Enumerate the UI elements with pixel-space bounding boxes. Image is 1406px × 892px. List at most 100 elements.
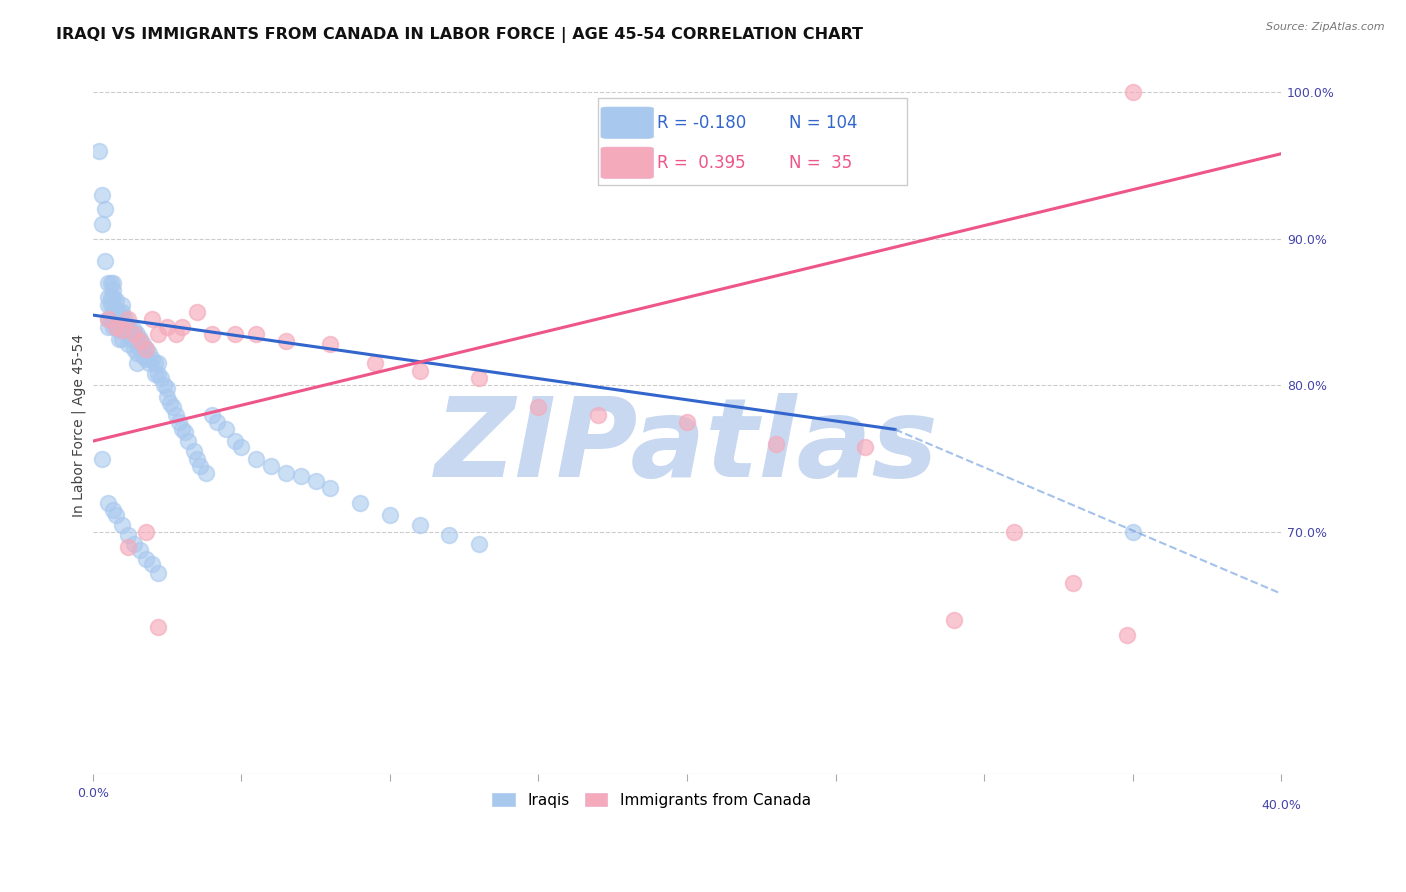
Point [143,367,166,381]
Point [138,356,160,370]
Point [111,298,134,312]
Point [129,542,152,557]
Point [853,440,876,454]
Point [408,364,430,378]
Point [105,293,128,308]
Point [159,396,181,410]
Point [156,381,179,395]
Point [111,517,134,532]
Text: Source: ZipAtlas.com: Source: ZipAtlas.com [1267,22,1385,32]
Point [468,537,491,551]
Point [127,327,149,342]
Point [127,346,149,360]
Point [200,327,222,342]
Point [1115,628,1137,642]
Point [103,283,125,297]
Point [90,217,112,231]
Point [96,312,118,326]
Point [135,525,157,540]
Point [439,528,461,542]
Point [135,352,157,367]
Point [245,327,267,342]
Point [100,312,122,326]
Point [100,290,122,304]
Point [96,276,118,290]
Point [146,620,169,634]
Point [108,323,131,337]
Point [364,356,387,370]
Point [146,327,169,342]
Point [103,290,125,304]
Point [111,323,134,337]
Point [132,349,155,363]
Point [135,551,157,566]
Point [96,319,118,334]
Point [143,356,166,370]
Point [108,305,131,319]
Point [231,440,253,454]
Point [408,517,430,532]
Point [103,298,125,312]
Point [105,508,128,522]
Point [1122,85,1144,99]
Point [177,434,200,449]
Point [1002,525,1025,540]
Point [120,331,142,345]
Point [586,408,609,422]
Point [141,312,163,326]
Point [124,331,146,345]
Point [188,459,211,474]
Point [129,331,152,345]
Point [135,342,157,356]
Point [468,371,491,385]
Point [170,319,193,334]
Point [167,415,190,429]
Point [141,558,163,572]
Point [103,276,125,290]
Text: 40.0%: 40.0% [1261,799,1302,812]
Point [676,415,699,429]
Point [129,334,152,349]
Point [274,467,297,481]
Point [319,337,342,351]
Point [186,451,208,466]
Point [124,342,146,356]
Point [111,331,134,345]
Point [103,308,125,322]
Point [105,319,128,334]
Point [290,469,312,483]
Point [156,319,179,334]
Point [162,401,184,415]
Point [224,327,246,342]
Point [274,334,297,349]
Point [90,451,112,466]
Y-axis label: In Labor Force | Age 45-54: In Labor Force | Age 45-54 [72,334,86,517]
Point [150,371,173,385]
Point [105,319,128,334]
Point [146,356,169,370]
Point [100,298,122,312]
Point [349,496,371,510]
Point [117,319,139,334]
Point [183,444,205,458]
Point [108,317,131,331]
Point [117,540,139,554]
Text: ZIPatlas: ZIPatlas [434,393,939,500]
Point [1122,525,1144,540]
Point [87,144,110,158]
Point [141,352,163,367]
Point [127,356,149,370]
Legend: Iraqis, Immigrants from Canada: Iraqis, Immigrants from Canada [484,785,818,815]
Point [245,451,267,466]
Point [117,312,139,326]
Point [186,305,208,319]
Point [120,323,142,337]
Point [103,503,125,517]
Point [943,613,966,627]
Point [200,408,222,422]
Point [111,323,134,337]
Point [100,276,122,290]
Point [96,496,118,510]
Point [165,408,187,422]
Point [378,508,401,522]
